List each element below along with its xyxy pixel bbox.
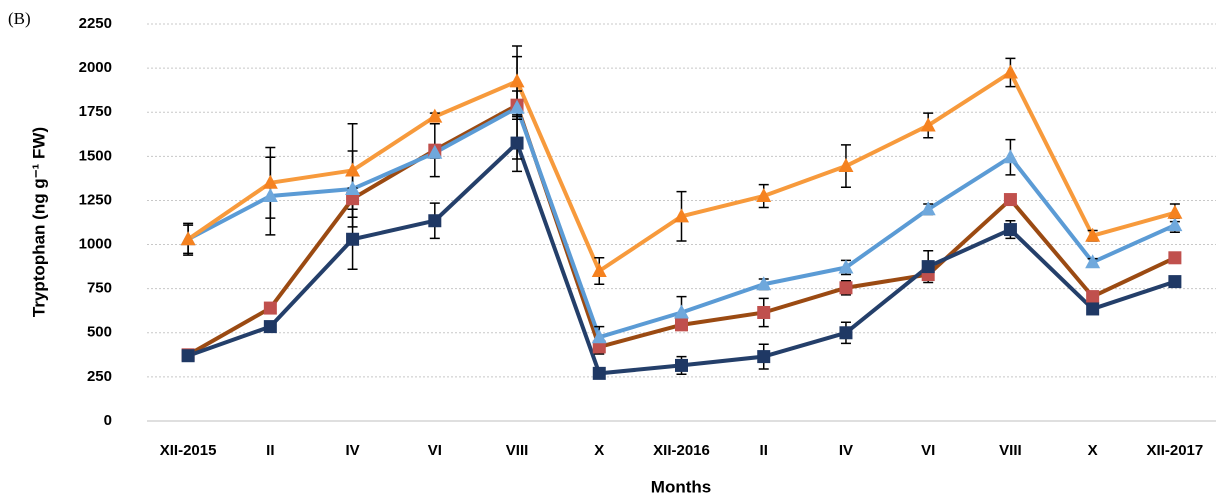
marker bbox=[1086, 290, 1100, 304]
marker bbox=[592, 366, 606, 380]
y-tick-label: 1750 bbox=[79, 103, 112, 120]
x-tick-label: IV bbox=[345, 442, 359, 459]
marker bbox=[1085, 227, 1101, 242]
x-tick-label: X bbox=[1088, 442, 1098, 459]
y-tick-label: 250 bbox=[87, 368, 112, 385]
y-tick-label: 2000 bbox=[79, 59, 112, 76]
marker bbox=[839, 281, 853, 295]
marker bbox=[921, 260, 935, 274]
marker bbox=[345, 180, 361, 195]
x-tick-label: II bbox=[266, 442, 274, 459]
marker bbox=[1003, 223, 1017, 237]
marker bbox=[345, 162, 361, 177]
panel-label: (B) bbox=[8, 9, 31, 28]
y-tick-label: 1250 bbox=[79, 191, 112, 208]
marker bbox=[1085, 254, 1101, 269]
x-axis-title: Months bbox=[651, 477, 711, 496]
marker bbox=[591, 263, 607, 278]
marker bbox=[509, 99, 525, 114]
marker bbox=[262, 174, 278, 189]
x-tick-label: II bbox=[760, 442, 768, 459]
marker bbox=[427, 108, 443, 123]
marker bbox=[757, 350, 771, 364]
x-tick-label: XII-2016 bbox=[653, 442, 710, 459]
marker bbox=[756, 276, 772, 291]
y-tick-label: 2250 bbox=[79, 15, 112, 32]
marker bbox=[1167, 204, 1183, 219]
marker bbox=[1086, 302, 1100, 316]
y-tick-label: 500 bbox=[87, 324, 112, 341]
x-tick-label: VI bbox=[428, 442, 442, 459]
marker bbox=[509, 73, 525, 88]
marker bbox=[920, 117, 936, 132]
marker bbox=[757, 305, 771, 319]
marker bbox=[181, 349, 195, 363]
marker bbox=[263, 301, 277, 315]
x-tick-label: XII-2015 bbox=[160, 442, 217, 459]
x-tick-label: IV bbox=[839, 442, 853, 459]
marker bbox=[346, 192, 360, 206]
x-tick-label: X bbox=[594, 442, 604, 459]
marker bbox=[262, 188, 278, 203]
marker bbox=[1002, 149, 1018, 164]
x-tick-label: VIII bbox=[506, 442, 529, 459]
y-tick-label: 0 bbox=[104, 412, 112, 429]
marker bbox=[1167, 217, 1183, 232]
marker bbox=[592, 340, 606, 354]
marker bbox=[591, 329, 607, 344]
marker bbox=[839, 326, 853, 340]
marker bbox=[1003, 193, 1017, 207]
marker bbox=[838, 158, 854, 173]
marker bbox=[1002, 64, 1018, 79]
marker bbox=[263, 320, 277, 334]
marker bbox=[674, 304, 689, 319]
y-axis-title: Tryptophan (ng g⁻¹ FW) bbox=[29, 127, 48, 317]
marker bbox=[510, 136, 524, 150]
marker bbox=[1168, 275, 1182, 289]
marker bbox=[1168, 251, 1182, 265]
y-tick-label: 750 bbox=[87, 280, 112, 297]
marker bbox=[675, 318, 688, 332]
marker bbox=[838, 259, 854, 274]
marker bbox=[346, 232, 360, 246]
x-tick-label: VI bbox=[921, 442, 935, 459]
marker bbox=[180, 231, 196, 246]
y-tick-label: 1000 bbox=[79, 236, 112, 253]
marker bbox=[675, 358, 688, 372]
marker bbox=[756, 188, 772, 203]
y-tick-label: 1500 bbox=[79, 147, 112, 164]
marker bbox=[428, 214, 442, 228]
marker bbox=[674, 208, 689, 223]
marker bbox=[920, 201, 936, 216]
marker bbox=[427, 144, 443, 159]
x-tick-label: XII-2017 bbox=[1147, 442, 1204, 459]
x-tick-label: VIII bbox=[999, 442, 1022, 459]
